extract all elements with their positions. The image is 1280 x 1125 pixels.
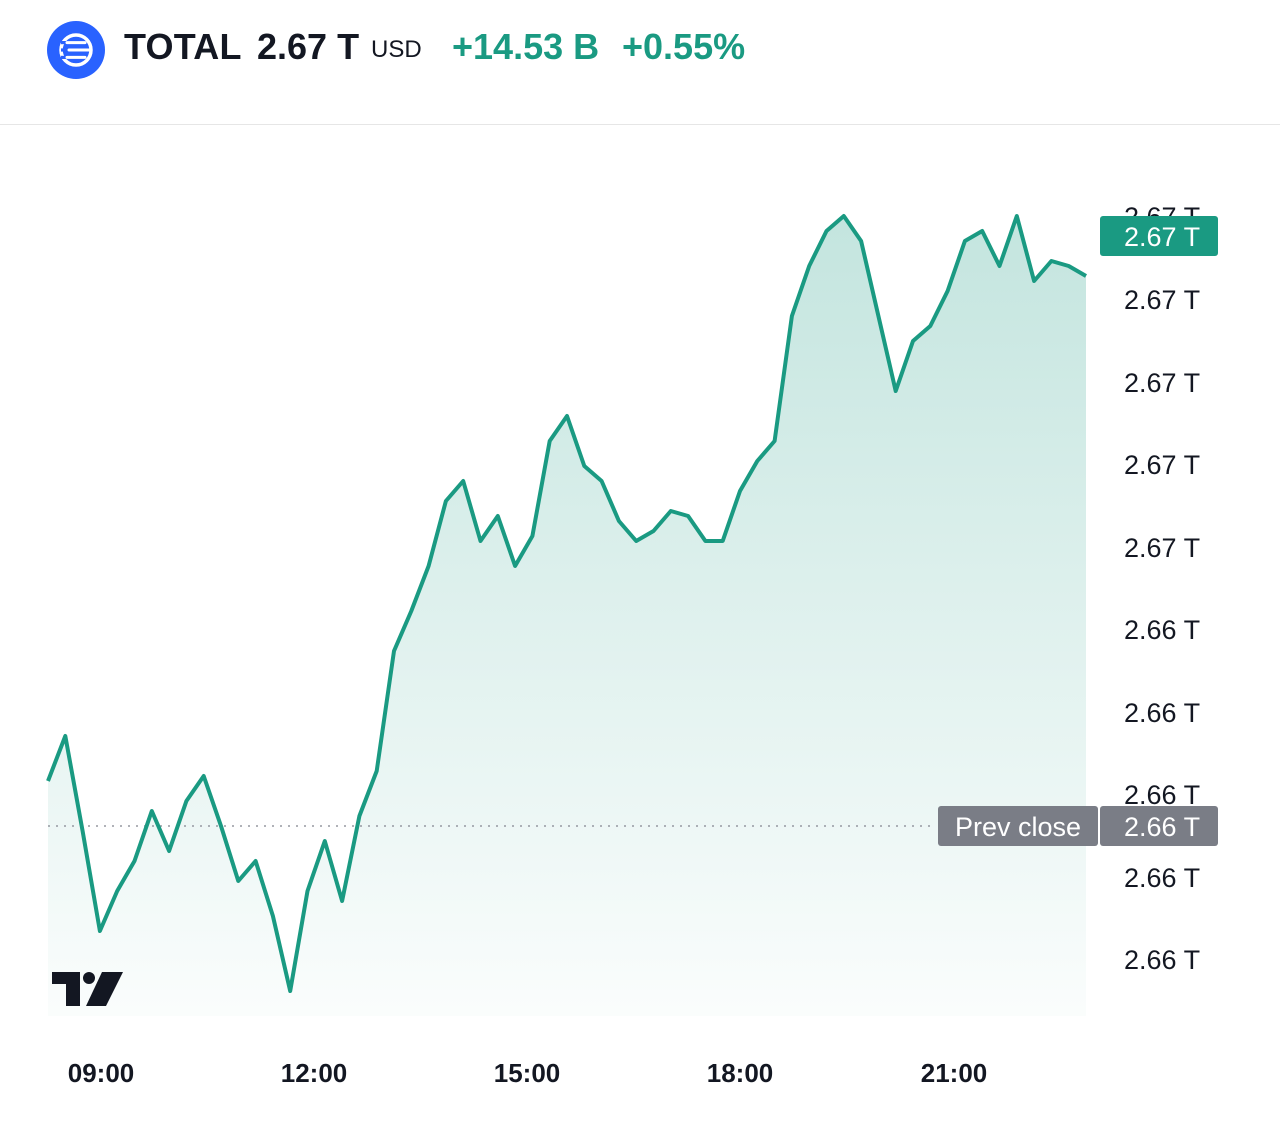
symbol-label: TOTAL xyxy=(124,26,242,67)
y-tick-label: 2.66 T xyxy=(1124,615,1200,645)
currency-label: USD xyxy=(371,36,422,63)
y-tick-label: 2.67 T xyxy=(1124,450,1200,480)
price-area-fill xyxy=(48,216,1086,1016)
y-tick-label: 2.67 T xyxy=(1124,285,1200,315)
prev-close-value-label: 2.66 T xyxy=(1124,812,1200,842)
last-price-badge xyxy=(1100,216,1218,256)
tradingview-logo-icon xyxy=(52,972,123,1006)
price-series-line xyxy=(46,214,1088,993)
crypto-total-market-icon[interactable] xyxy=(47,21,105,79)
y-tick-label: 2.66 T xyxy=(1124,698,1200,728)
prev-close-badge xyxy=(938,806,1098,846)
y-tick-label: 2.66 T xyxy=(1124,945,1200,975)
prev-close-badge-label: Prev close xyxy=(955,812,1081,842)
x-tick-label: 12:00 xyxy=(281,1058,348,1088)
x-tick-label: 09:00 xyxy=(68,1058,135,1088)
y-tick-label: 2.67 T xyxy=(1124,368,1200,398)
header: TOTAL 2.67 T USD +14.53 B +0.55% xyxy=(0,0,1280,125)
change-percent-label: +0.55% xyxy=(622,26,746,67)
prev-close-value-badge xyxy=(1100,806,1218,846)
x-tick-label: 18:00 xyxy=(707,1058,774,1088)
price-chart[interactable]: 2.67 T2.67 T2.67 T2.67 T2.67 T2.66 T2.66… xyxy=(0,126,1280,1125)
x-tick-label: 21:00 xyxy=(921,1058,988,1088)
y-tick-label: 2.66 T xyxy=(1124,780,1200,810)
y-tick-label: 2.66 T xyxy=(1124,863,1200,893)
price-label: 2.67 T xyxy=(257,26,360,67)
last-price-badge-label: 2.67 T xyxy=(1124,222,1200,252)
y-tick-label: 2.67 T xyxy=(1124,533,1200,563)
change-label: +14.53 B xyxy=(452,26,600,67)
x-tick-label: 15:00 xyxy=(494,1058,561,1088)
